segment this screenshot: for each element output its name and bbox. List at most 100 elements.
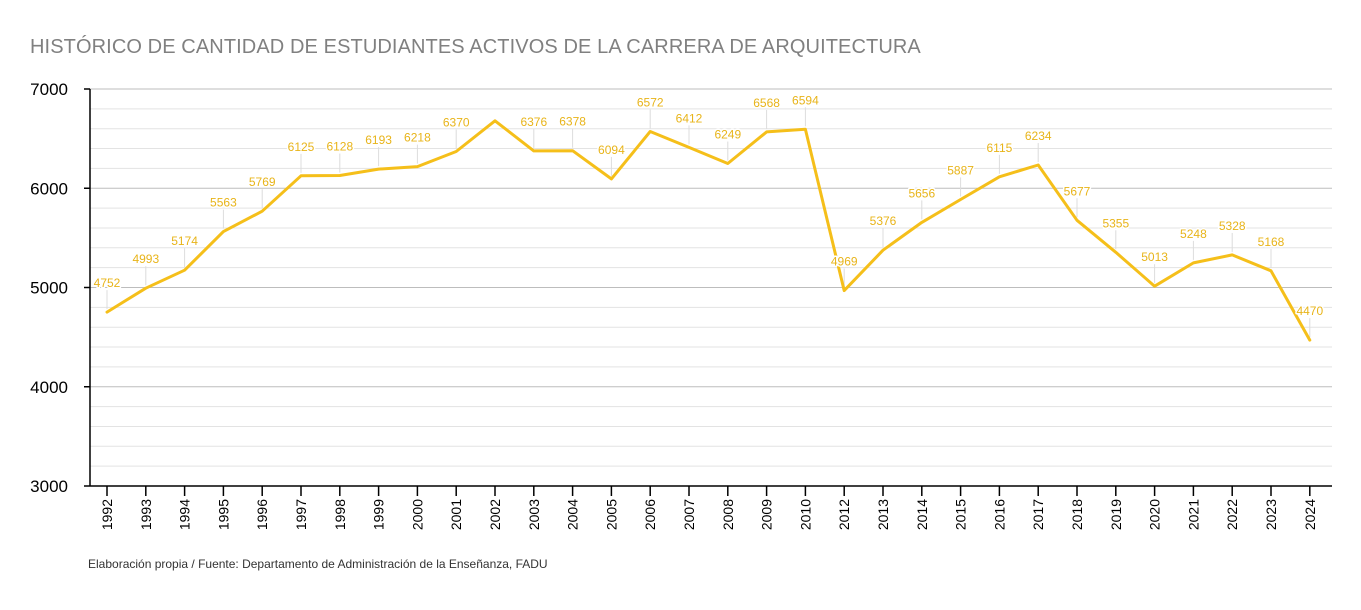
x-tick-label: 2010 bbox=[797, 499, 813, 530]
x-axis-ticks: 1992 1993 1994 1995 1996 1997 1998 1999 2000 2001… bbox=[99, 486, 1318, 530]
data-label-halo: 5013 bbox=[1141, 250, 1168, 264]
x-tick-label: 1995 bbox=[215, 499, 231, 530]
data-label: 6249 bbox=[714, 128, 741, 142]
x-tick-label: 2003 bbox=[526, 499, 542, 530]
data-label: 6125 bbox=[288, 140, 315, 154]
series-line-group bbox=[105, 119, 1312, 342]
data-label: 5355 bbox=[1102, 216, 1129, 230]
x-tick-label: 2020 bbox=[1147, 499, 1163, 530]
grid-lines bbox=[90, 88, 1332, 467]
data-label-halo: 6412 bbox=[676, 111, 703, 125]
x-tick-label: 1993 bbox=[138, 499, 154, 530]
x-tick-label: 1997 bbox=[293, 499, 309, 530]
y-axis-ticks: 3000 4000 5000 6000 7000 bbox=[30, 80, 90, 496]
x-tick-label: 1998 bbox=[332, 499, 348, 530]
x-tick-label: 2012 bbox=[836, 499, 852, 530]
data-label-halo: 6128 bbox=[326, 140, 353, 154]
data-label-halo: 4969 bbox=[831, 255, 858, 269]
y-tick-label: 3000 bbox=[30, 477, 68, 496]
x-tick-label: 2000 bbox=[409, 499, 425, 530]
data-label: 5168 bbox=[1258, 235, 1285, 249]
x-tick-label: 2019 bbox=[1108, 499, 1124, 530]
x-tick-label: 2016 bbox=[991, 499, 1007, 530]
label-leaders bbox=[106, 107, 1311, 338]
data-label-halo: 5355 bbox=[1102, 216, 1129, 230]
data-label: 4969 bbox=[831, 255, 858, 269]
x-tick-label: 2006 bbox=[642, 499, 658, 530]
data-label-halo: 4470 bbox=[1296, 304, 1323, 318]
data-label: 5013 bbox=[1141, 250, 1168, 264]
data-label-halo: 6193 bbox=[365, 133, 392, 147]
x-tick-label: 2005 bbox=[603, 499, 619, 530]
data-label: 5248 bbox=[1180, 227, 1207, 241]
data-label: 6568 bbox=[753, 96, 780, 110]
data-label-halo: 5887 bbox=[947, 163, 974, 177]
x-tick-label: 2007 bbox=[681, 499, 697, 530]
data-label-halo: 6115 bbox=[986, 141, 1012, 155]
x-tick-label: 1996 bbox=[254, 499, 270, 530]
y-tick-label: 4000 bbox=[30, 378, 68, 397]
data-label: 4470 bbox=[1296, 304, 1323, 318]
data-label: 6412 bbox=[676, 111, 703, 125]
data-label: 5563 bbox=[210, 196, 237, 210]
x-tick-label: 2021 bbox=[1185, 499, 1201, 530]
data-label-halo: 6376 bbox=[520, 115, 547, 129]
data-label-halo: 5328 bbox=[1219, 219, 1246, 233]
chart-source: Elaboración propia / Fuente: Departament… bbox=[88, 557, 548, 571]
x-tick-label: 2018 bbox=[1069, 499, 1085, 530]
x-tick-label: 2008 bbox=[720, 499, 736, 530]
data-label-halo: 5376 bbox=[870, 214, 897, 228]
data-label: 5887 bbox=[947, 163, 974, 177]
data-label-halo: 6568 bbox=[753, 96, 780, 110]
data-label: 4752 bbox=[94, 276, 121, 290]
data-label-halo: 6378 bbox=[559, 115, 586, 129]
x-tick-label: 2023 bbox=[1263, 499, 1279, 530]
data-label: 6378 bbox=[559, 115, 586, 129]
data-label: 6572 bbox=[637, 95, 664, 109]
x-tick-label: 1999 bbox=[371, 499, 387, 530]
data-label-halo: 5168 bbox=[1258, 235, 1285, 249]
data-label-halo: 6594 bbox=[792, 93, 819, 107]
data-label-halo: 5677 bbox=[1064, 184, 1091, 198]
data-label: 6376 bbox=[520, 115, 547, 129]
data-label: 5376 bbox=[870, 214, 897, 228]
data-label: 6594 bbox=[792, 93, 819, 107]
data-label-halo: 6572 bbox=[637, 95, 664, 109]
data-label: 4993 bbox=[132, 252, 159, 266]
x-tick-label: 2022 bbox=[1224, 499, 1240, 530]
data-label: 5769 bbox=[249, 175, 276, 189]
data-label: 6128 bbox=[326, 140, 353, 154]
x-tick-label: 2001 bbox=[448, 499, 464, 530]
data-label-halo: 5248 bbox=[1180, 227, 1207, 241]
y-tick-label: 6000 bbox=[30, 179, 68, 198]
data-label-halo: 6234 bbox=[1025, 129, 1052, 143]
data-label-halo: 5174 bbox=[171, 234, 198, 248]
x-tick-label: 2004 bbox=[565, 499, 581, 530]
x-tick-label: 2009 bbox=[759, 499, 775, 530]
data-label-halo: 6094 bbox=[598, 143, 625, 157]
series-line bbox=[105, 119, 1312, 342]
x-tick-label: 2013 bbox=[875, 499, 891, 530]
data-label: 5328 bbox=[1219, 219, 1246, 233]
data-label: 6115 bbox=[986, 141, 1012, 155]
data-label-halo: 6370 bbox=[443, 116, 470, 130]
chart-title: HISTÓRICO DE CANTIDAD DE ESTUDIANTES ACT… bbox=[30, 36, 921, 58]
data-label-halo: 6218 bbox=[404, 131, 431, 145]
data-label: 6234 bbox=[1025, 129, 1052, 143]
data-label-halo: 5563 bbox=[210, 196, 237, 210]
data-label-halo: 6125 bbox=[288, 140, 315, 154]
data-label-halo: 5656 bbox=[908, 186, 935, 200]
data-label-halo: 4752 bbox=[94, 276, 121, 290]
data-label: 5677 bbox=[1064, 184, 1091, 198]
x-tick-label: 1992 bbox=[99, 499, 115, 530]
x-tick-label: 2015 bbox=[953, 499, 969, 530]
data-label-halo: 4993 bbox=[132, 252, 159, 266]
data-label: 5656 bbox=[908, 186, 935, 200]
x-tick-label: 2014 bbox=[914, 499, 930, 530]
data-label: 6193 bbox=[365, 133, 392, 147]
x-tick-label: 2017 bbox=[1030, 499, 1046, 530]
data-labels: 4752475249934993517451745563556357695769… bbox=[92, 92, 1325, 320]
y-tick-label: 5000 bbox=[30, 279, 68, 298]
x-tick-label: 2024 bbox=[1302, 499, 1318, 530]
